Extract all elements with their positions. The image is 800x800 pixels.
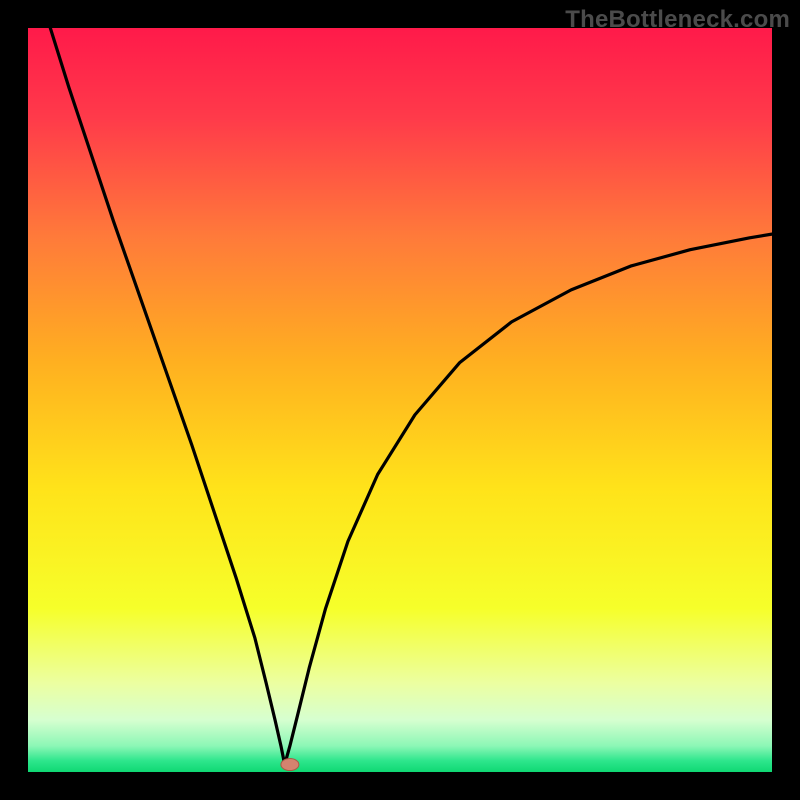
chart-frame: TheBottleneck.com — [0, 0, 800, 800]
gradient-background — [28, 28, 772, 772]
optimal-point-marker — [281, 759, 299, 771]
chart-svg — [28, 28, 772, 772]
plot-area — [28, 28, 772, 772]
watermark-text: TheBottleneck.com — [565, 6, 790, 34]
